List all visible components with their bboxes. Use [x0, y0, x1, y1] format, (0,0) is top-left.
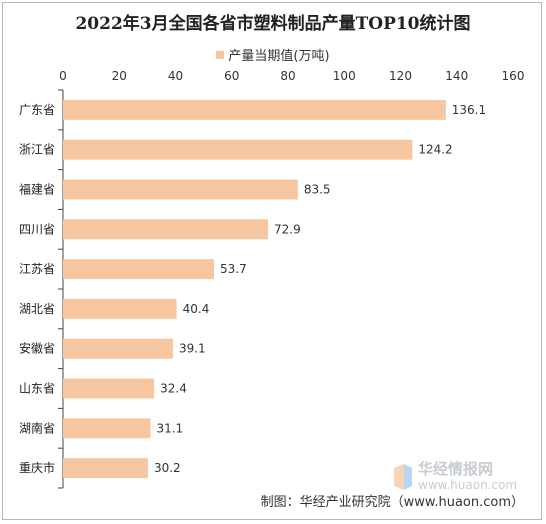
legend-label: 产量当期值(万吨)	[228, 49, 330, 64]
category-label: 湖南省	[19, 420, 55, 435]
chart-credit: 制图：华经产业研究院（www.huaon.com）	[260, 495, 524, 510]
x-tick-label: 60	[224, 69, 239, 83]
data-label: 53.7	[220, 262, 247, 276]
bar	[63, 378, 155, 399]
bar	[63, 139, 413, 160]
data-label: 136.1	[452, 103, 486, 117]
category-label: 湖北省	[19, 301, 55, 316]
x-tick-label: 80	[280, 69, 295, 83]
bar	[63, 219, 269, 240]
x-tick-label: 160	[502, 69, 525, 83]
watermark-name: 华经情报网	[418, 460, 494, 478]
watermark-logo-icon	[394, 464, 412, 490]
x-tick-label: 40	[168, 69, 183, 83]
bar	[63, 418, 151, 439]
watermark-url: www.huaon.com	[418, 478, 518, 492]
data-label: 30.2	[154, 461, 181, 475]
data-label: 124.2	[418, 143, 452, 157]
bar	[63, 259, 215, 280]
bar	[63, 99, 446, 120]
bar	[63, 298, 177, 319]
x-tick-label: 0	[59, 69, 67, 83]
bar	[63, 458, 148, 479]
category-label: 安徽省	[19, 341, 55, 356]
legend: 产量当期值(万吨)	[0, 45, 546, 64]
chart-title: 2022年3月全国各省市塑料制品产量TOP10统计图	[75, 14, 471, 34]
watermark: 华经情报网 www.huaon.com	[388, 458, 528, 498]
category-label: 广东省	[19, 103, 55, 117]
bar	[63, 179, 298, 200]
data-label: 83.5	[304, 183, 331, 197]
category-label: 江苏省	[19, 262, 55, 276]
data-label: 39.1	[179, 342, 206, 356]
data-label: 72.9	[274, 222, 301, 236]
data-label: 31.1	[156, 421, 183, 435]
data-label: 32.4	[160, 382, 187, 396]
bar	[63, 338, 173, 359]
category-label: 浙江省	[19, 143, 55, 157]
legend-swatch	[216, 51, 225, 59]
x-tick-label: 100	[333, 69, 356, 83]
x-tick-label: 140	[445, 69, 468, 83]
category-label: 山东省	[19, 382, 55, 396]
x-tick-label: 20	[112, 69, 127, 83]
category-label: 福建省	[19, 182, 55, 197]
category-label: 四川省	[19, 222, 55, 236]
x-tick-label: 120	[389, 69, 412, 83]
category-label: 重庆市	[19, 460, 55, 475]
data-label: 40.4	[183, 302, 210, 316]
